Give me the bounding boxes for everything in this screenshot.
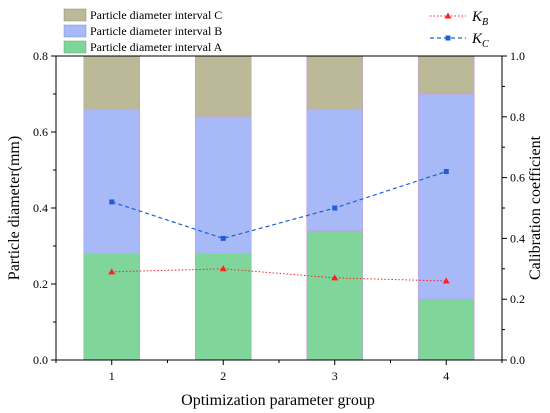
point-kc-2 — [220, 235, 226, 241]
legend-kc-sub: C — [482, 39, 489, 50]
series-line-kc — [111, 170, 447, 240]
bar-segment-a-4 — [417, 298, 475, 361]
bar-segment-c-1 — [83, 55, 141, 110]
legend-label-interval-a: Particle diameter interval A — [90, 40, 223, 54]
y2-tick-label-1.0: 1.0 — [510, 49, 525, 63]
point-kc-1 — [109, 199, 115, 205]
y2-tick-label-0.0: 0.0 — [510, 353, 525, 367]
bar-legend: Particle diameter interval C Particle di… — [63, 8, 223, 54]
y2-tick-label-0.8: 0.8 — [510, 110, 525, 124]
plot-layer: 0.0 0.2 0.4 0.6 0.8 0.0 0.2 0.4 0.6 0.8 1.0 1 2 3 4 — [33, 49, 525, 383]
legend-kb-main: K — [471, 9, 483, 25]
point-kb-3 — [331, 274, 339, 281]
y2-axis-title: Calibration coefficient — [527, 135, 544, 280]
y2-tick-label-0.2: 0.2 — [510, 292, 525, 306]
y-tick-label-0.4: 0.4 — [33, 201, 48, 215]
point-kc-4 — [443, 169, 449, 175]
line-legend: KB KC — [430, 9, 489, 50]
point-kb-2 — [219, 265, 227, 272]
y-tick-label-0.0: 0.0 — [33, 353, 48, 367]
bar-segment-a-3 — [306, 230, 364, 361]
x-tick-label-4: 4 — [443, 369, 449, 383]
y2-tick-label-0.6: 0.6 — [510, 171, 525, 185]
legend-kb-sub: B — [482, 17, 488, 28]
bar-segment-b-2 — [194, 116, 252, 254]
x-tick-label-1: 1 — [109, 369, 115, 383]
legend-swatch-interval-c — [63, 8, 87, 22]
legend-marker-kb — [444, 12, 452, 19]
legend-label-interval-b: Particle diameter interval B — [90, 24, 222, 38]
point-kc-3 — [332, 205, 338, 211]
bar-segment-c-2 — [194, 55, 252, 118]
series-line-kb — [111, 268, 447, 282]
bar-segment-b-3 — [306, 108, 364, 232]
bar-segment-b-1 — [83, 108, 141, 254]
bar-segment-c-4 — [417, 55, 475, 95]
y-tick-label-0.6: 0.6 — [33, 125, 48, 139]
legend-kc-main: K — [471, 31, 483, 47]
legend-marker-kc — [445, 35, 451, 41]
x-tick-label-2: 2 — [220, 369, 226, 383]
bar-segment-b-4 — [417, 93, 475, 300]
legend-swatch-interval-b — [63, 24, 87, 38]
y-tick-label-0.8: 0.8 — [33, 49, 48, 63]
legend-label-interval-c: Particle diameter interval C — [90, 8, 222, 22]
legend-label-kc: KC — [471, 31, 489, 50]
bar-segment-c-3 — [306, 55, 364, 110]
point-kb-4 — [442, 277, 450, 284]
point-kb-1 — [108, 268, 116, 275]
x-axis-title: Optimization parameter group — [181, 392, 375, 409]
y-tick-label-0.2: 0.2 — [33, 277, 48, 291]
bar-segment-a-2 — [194, 253, 252, 361]
legend-label-kb: KB — [471, 9, 488, 28]
x-tick-label-3: 3 — [332, 369, 338, 383]
legend-swatch-interval-a — [63, 40, 87, 54]
y-axis-title: Particle diameter(mm) — [6, 136, 23, 280]
y2-tick-label-0.4: 0.4 — [510, 231, 525, 245]
